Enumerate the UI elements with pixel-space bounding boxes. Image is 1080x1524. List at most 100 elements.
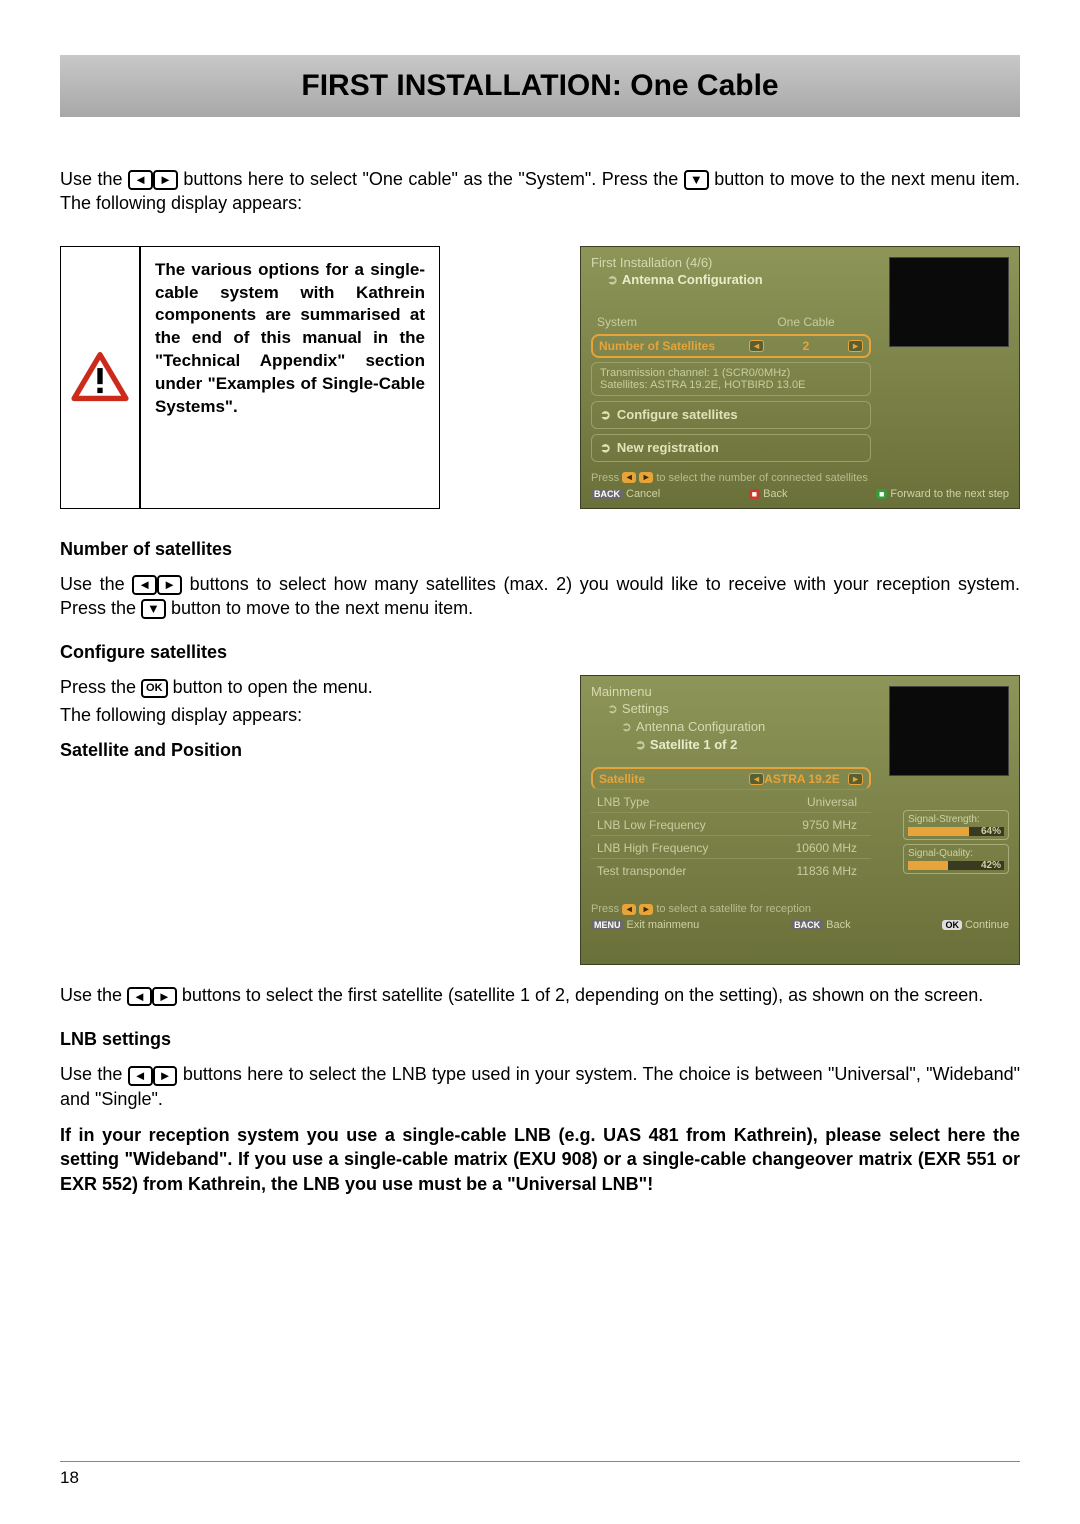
system-value: One Cable xyxy=(747,315,865,329)
num-sat-value: 2 xyxy=(764,339,848,353)
hint-left-icon: ◄ xyxy=(622,904,636,915)
ss2-hint-prefix: Press xyxy=(591,903,619,915)
ss2-row-label: LNB High Frequency xyxy=(597,841,747,855)
ss2-row: Test transponder11836 MHz xyxy=(591,861,871,881)
right-key-icon: ► xyxy=(157,575,182,595)
ss2-hint: Press ◄ ► to select a satellite for rece… xyxy=(591,903,1009,915)
down-key-icon: ▼ xyxy=(141,599,166,619)
left-key-icon: ◄ xyxy=(127,987,152,1007)
left-arrow-icon: ◄ xyxy=(749,773,764,785)
page-title: FIRST INSTALLATION: One Cable xyxy=(60,55,1020,117)
footer-back-label: Back xyxy=(763,488,787,500)
ss2-row-label: Satellite xyxy=(599,772,749,786)
config-row: Press the OK button to open the menu. Th… xyxy=(60,675,1020,965)
ss2-row-label: LNB Low Frequency xyxy=(597,818,747,832)
preview-panel xyxy=(889,257,1009,347)
footer-back-2[interactable]: BACKBack xyxy=(791,919,850,931)
footer-cancel[interactable]: BACKCancel xyxy=(591,488,660,500)
ss2-row: LNB TypeUniversal xyxy=(591,792,871,813)
left-right-keys-3: ◄► xyxy=(127,985,182,1005)
footer-exit[interactable]: MENUExit mainmenu xyxy=(591,919,699,931)
right-key-icon: ► xyxy=(153,170,178,190)
system-label: System xyxy=(597,315,747,329)
num-satellites-paragraph: Use the ◄► buttons to select how many sa… xyxy=(60,572,1020,621)
left-key-icon: ◄ xyxy=(132,575,157,595)
ok-key-icon: OK xyxy=(141,679,168,698)
left-right-keys-2: ◄► xyxy=(132,574,189,594)
ss2-hint-body: to select a satellite for reception xyxy=(656,903,811,915)
configure-satellites-item[interactable]: ➲Configure satellites xyxy=(591,401,871,429)
ns-text-1: Use the xyxy=(60,574,132,594)
signal-quality-box: Signal-Quality: 42% xyxy=(903,844,1009,874)
ss2-row-value: 9750 MHz xyxy=(747,818,865,832)
ss2-crumb-4-label: Satellite 1 of 2 xyxy=(650,737,737,752)
ss2-row[interactable]: Satellite◄ASTRA 19.2E► xyxy=(591,767,871,790)
signal-quality-label: Signal-Quality: xyxy=(908,848,1004,859)
back-tag-icon: BACK xyxy=(591,489,623,499)
ss2-crumb-2-label: Settings xyxy=(622,701,669,716)
screenshot-2: Mainmenu ➲Settings ➲Antenna Configuratio… xyxy=(580,675,1020,965)
hint-prefix: Press xyxy=(591,472,619,484)
screenshot-footer: BACKCancel ■Back ■Forward to the next st… xyxy=(591,488,1009,500)
page-number: 18 xyxy=(60,1468,79,1488)
intro-text-2: buttons here to select "One cable" as th… xyxy=(183,169,683,189)
ss2-data-table: Satellite◄ASTRA 19.2E►LNB TypeUniversalL… xyxy=(591,767,871,881)
lnb-text-1: Use the xyxy=(60,1064,128,1084)
breadcrumb-2-label: Antenna Configuration xyxy=(622,272,763,287)
signal-quality-value: 42% xyxy=(981,860,1001,871)
right-arrow-icon: ► xyxy=(848,773,863,785)
footer-back-2-label: Back xyxy=(826,919,850,931)
hint-text: Press ◄ ► to select the number of connec… xyxy=(591,472,1009,484)
ss2-row-label: Test transponder xyxy=(597,864,747,878)
lnb-paragraph-2: If in your reception system you use a si… xyxy=(60,1123,1020,1196)
info-box: Transmission channel: 1 (SCR0/0MHz) Sate… xyxy=(591,362,871,396)
menu-tag-icon: MENU xyxy=(591,920,624,930)
cfg-text-1: Press the xyxy=(60,677,141,697)
right-key-icon: ► xyxy=(152,987,177,1007)
new-registration-item[interactable]: ➲New registration xyxy=(591,434,871,462)
screenshot-1: First Installation (4/6) ➲Antenna Config… xyxy=(580,246,1020,509)
down-key-icon: ▼ xyxy=(684,170,709,190)
signal-strength-value: 64% xyxy=(981,826,1001,837)
ss2-row: LNB High Frequency10600 MHz xyxy=(591,838,871,859)
ss2-row-value: ASTRA 19.2E xyxy=(764,772,848,786)
footer-cancel-label: Cancel xyxy=(626,488,660,500)
num-satellites-row[interactable]: Number of Satellites ◄ 2 ► xyxy=(591,334,871,358)
footer-exit-label: Exit mainmenu xyxy=(627,919,700,931)
system-row: System One Cable xyxy=(591,312,871,332)
ss2-row-value: 10600 MHz xyxy=(747,841,865,855)
signal-strength-box: Signal-Strength: 64% xyxy=(903,810,1009,840)
lnb-text-2: buttons here to select the LNB type used… xyxy=(60,1064,1020,1108)
left-arrow-icon: ◄ xyxy=(749,340,764,352)
signal-panel: Signal-Strength: 64% Signal-Quality: 42% xyxy=(903,810,1009,878)
right-key-icon: ► xyxy=(153,1066,178,1086)
configure-satellites-heading: Configure satellites xyxy=(60,642,1020,663)
ss2-row-value: 11836 MHz xyxy=(747,864,865,878)
cfg-text-2: button to open the menu. xyxy=(173,677,373,697)
new-registration-label: New registration xyxy=(617,440,719,455)
red-tag-icon: ■ xyxy=(749,489,760,499)
footer-forward-label: Forward to the next step xyxy=(890,488,1009,500)
ss2-row: LNB Low Frequency9750 MHz xyxy=(591,815,871,836)
intro-paragraph: Use the ◄► buttons here to select "One c… xyxy=(60,167,1020,216)
intro-text-1: Use the xyxy=(60,169,128,189)
ss2-row-value: Universal xyxy=(747,795,865,809)
footer-continue[interactable]: OKContinue xyxy=(942,919,1009,931)
footer-back[interactable]: ■Back xyxy=(749,488,788,500)
num-sat-label: Number of Satellites xyxy=(599,339,749,353)
footer-forward[interactable]: ■Forward to the next step xyxy=(876,488,1009,500)
hint-left-icon: ◄ xyxy=(622,472,636,483)
preview-panel-2 xyxy=(889,686,1009,776)
num-satellites-heading: Number of satellites xyxy=(60,539,1020,560)
config-left: Press the OK button to open the menu. Th… xyxy=(60,675,500,773)
lnb-settings-heading: LNB settings xyxy=(60,1029,1020,1050)
ss2-footer: MENUExit mainmenu BACKBack OKContinue xyxy=(591,919,1009,931)
satellite-position-heading: Satellite and Position xyxy=(60,740,500,761)
left-right-keys: ◄► xyxy=(128,169,183,189)
ss2-row-label: LNB Type xyxy=(597,795,747,809)
footer-divider xyxy=(60,1461,1020,1462)
signal-strength-bar xyxy=(908,827,969,836)
signal-strength-label: Signal-Strength: xyxy=(908,814,1004,825)
after-ss2-b: buttons to select the first satellite (s… xyxy=(182,985,983,1005)
hint-right-icon: ► xyxy=(639,472,653,483)
